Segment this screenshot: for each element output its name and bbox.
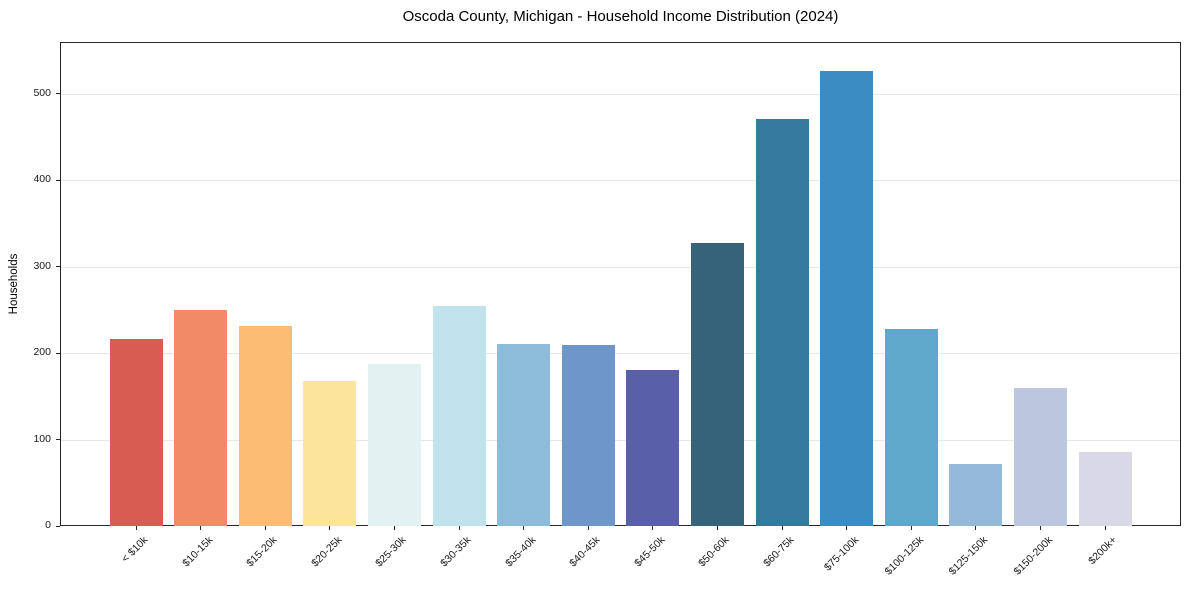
x-tick-label-5: $30-35k (438, 534, 474, 570)
bar-40-45k (561, 345, 615, 526)
gridline-y-400 (61, 180, 1180, 182)
x-tick-label-2: $15-20k (244, 534, 280, 570)
bar-50-60k (690, 242, 744, 526)
x-tick-mark-14 (1039, 526, 1041, 530)
gridline-y-100 (61, 439, 1180, 441)
y-tick-mark-200 (56, 352, 60, 354)
bar-60-75k (755, 118, 809, 526)
y-tick-mark-300 (56, 266, 60, 268)
y-tick-label-100: 100 (33, 432, 51, 445)
x-tick-mark-8 (652, 526, 654, 530)
gridline-y-500 (61, 93, 1180, 95)
bar-45-50k (626, 369, 680, 526)
x-tick-mark-13 (975, 526, 977, 530)
gridline-y-300 (61, 266, 1180, 268)
x-tick-mark-1 (200, 526, 202, 530)
x-tick-label-14: $150-200k (1011, 534, 1055, 578)
x-tick-mark-6 (523, 526, 525, 530)
y-tick-label-300: 300 (33, 259, 51, 272)
plot-area (60, 42, 1181, 526)
x-tick-mark-4 (393, 526, 395, 530)
x-tick-mark-3 (329, 526, 331, 530)
y-tick-label-200: 200 (33, 346, 51, 359)
y-tick-mark-400 (56, 179, 60, 181)
chart-title: Oscoda County, Michigan - Household Inco… (402, 8, 839, 25)
bar-75-100k (820, 70, 874, 526)
x-tick-mark-12 (910, 526, 912, 530)
x-tick-mark-5 (458, 526, 460, 530)
x-tick-mark-10 (781, 526, 783, 530)
x-tick-mark-15 (1104, 526, 1106, 530)
x-tick-label-13: $125-150k (946, 534, 991, 578)
bar-100-125k (884, 328, 938, 526)
bar-125-150k (949, 463, 1003, 526)
bar-35-40k (497, 343, 551, 526)
y-tick-label-400: 400 (33, 173, 51, 186)
x-tick-label-6: $35-40k (502, 534, 539, 570)
x-tick-label-3: $20-25k (308, 534, 345, 570)
x-tick-label-10: $60-75k (761, 534, 797, 570)
x-tick-label-11: $75-100k (821, 534, 862, 574)
gridline-y-200 (61, 353, 1180, 355)
x-tick-mark-0 (135, 526, 137, 530)
x-tick-label-0: < $10k (119, 534, 151, 565)
x-tick-label-15: $200k+ (1086, 534, 1120, 568)
x-tick-label-1: $10-15k (179, 534, 216, 570)
x-tick-label-9: $50-60k (696, 534, 732, 570)
x-tick-mark-2 (264, 526, 266, 530)
y-tick-label-0: 0 (45, 519, 51, 531)
bar-10-15k (174, 309, 228, 526)
bar-25-30k (367, 363, 421, 526)
bar-10k (109, 339, 163, 526)
y-tick-mark-0 (56, 525, 60, 527)
x-tick-label-12: $100-125k (882, 534, 926, 578)
y-tick-mark-100 (56, 439, 60, 441)
bar-150-200k (1013, 387, 1067, 526)
x-tick-mark-11 (846, 526, 848, 530)
bar-200k (1078, 451, 1132, 526)
x-tick-mark-9 (716, 526, 718, 530)
x-tick-label-4: $25-30k (373, 534, 409, 570)
y-tick-mark-500 (56, 93, 60, 95)
x-tick-label-7: $40-45k (567, 534, 603, 570)
x-tick-label-8: $45-50k (631, 534, 668, 570)
y-tick-label-500: 500 (33, 86, 51, 99)
bar-15-20k (238, 325, 292, 526)
bar-20-25k (303, 380, 357, 526)
bar-30-35k (432, 305, 486, 526)
x-tick-mark-7 (587, 526, 589, 530)
